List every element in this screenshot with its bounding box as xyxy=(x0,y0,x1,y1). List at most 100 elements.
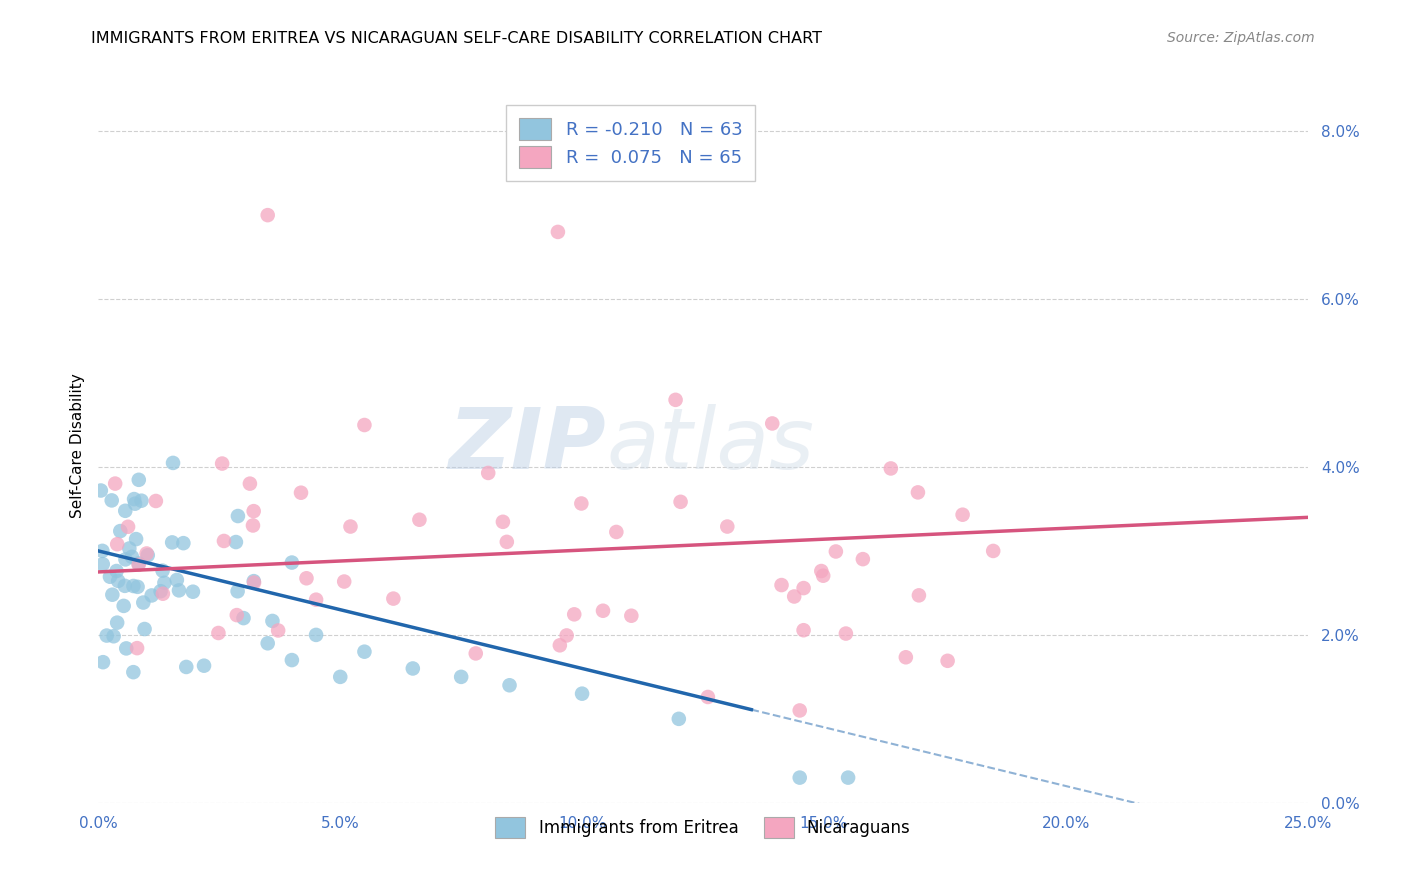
Point xyxy=(353,645,375,659)
Point xyxy=(825,544,848,558)
Point xyxy=(110,524,132,538)
Point xyxy=(105,564,128,578)
Point xyxy=(167,583,190,598)
Point xyxy=(105,615,128,630)
Point xyxy=(114,552,136,566)
Text: IMMIGRANTS FROM ERITREA VS NICARAGUAN SELF-CARE DISABILITY CORRELATION CHART: IMMIGRANTS FROM ERITREA VS NICARAGUAN SE… xyxy=(91,31,823,46)
Point xyxy=(793,624,815,638)
Point xyxy=(131,493,153,508)
Point xyxy=(555,628,578,642)
Point xyxy=(114,579,136,593)
Point xyxy=(305,628,328,642)
Point xyxy=(281,653,304,667)
Point xyxy=(789,771,811,785)
Point xyxy=(305,592,328,607)
Point xyxy=(382,591,405,606)
Point xyxy=(267,624,290,638)
Point xyxy=(132,596,155,610)
Point xyxy=(464,647,486,661)
Point xyxy=(91,557,114,571)
Point xyxy=(152,564,174,578)
Point xyxy=(492,515,515,529)
Point xyxy=(100,493,122,508)
Point xyxy=(136,548,159,562)
Point xyxy=(172,536,194,550)
Point xyxy=(810,564,832,578)
Point xyxy=(128,557,150,571)
Point xyxy=(880,461,903,475)
Point xyxy=(114,504,136,518)
Point xyxy=(242,518,264,533)
Point xyxy=(226,584,249,599)
Point xyxy=(696,690,718,704)
Point xyxy=(329,670,352,684)
Point xyxy=(98,570,121,584)
Point xyxy=(290,485,312,500)
Point xyxy=(408,513,430,527)
Point xyxy=(339,519,361,533)
Point xyxy=(134,622,156,636)
Point xyxy=(569,496,592,510)
Point xyxy=(160,535,183,549)
Point xyxy=(761,417,783,431)
Point xyxy=(166,573,188,587)
Point xyxy=(770,578,793,592)
Text: Source: ZipAtlas.com: Source: ZipAtlas.com xyxy=(1167,31,1315,45)
Point xyxy=(128,473,150,487)
Point xyxy=(226,509,249,524)
Point xyxy=(103,629,125,643)
Point xyxy=(783,590,806,604)
Point xyxy=(239,476,262,491)
Point xyxy=(281,556,304,570)
Point xyxy=(562,607,585,622)
Point xyxy=(127,580,149,594)
Point xyxy=(118,541,141,556)
Point xyxy=(122,492,145,507)
Point xyxy=(620,608,643,623)
Point xyxy=(212,533,235,548)
Point xyxy=(495,534,517,549)
Point xyxy=(835,626,858,640)
Point xyxy=(91,655,114,669)
Point xyxy=(789,703,811,717)
Point xyxy=(124,497,146,511)
Point xyxy=(498,678,520,692)
Point xyxy=(101,588,124,602)
Point xyxy=(402,661,425,675)
Point xyxy=(716,519,738,533)
Point xyxy=(117,520,139,534)
Point xyxy=(153,575,176,590)
Point xyxy=(793,581,815,595)
Text: ZIP: ZIP xyxy=(449,404,606,488)
Point xyxy=(122,579,145,593)
Y-axis label: Self-Care Disability: Self-Care Disability xyxy=(69,374,84,518)
Point xyxy=(592,604,614,618)
Point xyxy=(668,712,690,726)
Point xyxy=(837,771,859,785)
Point xyxy=(90,483,112,498)
Point xyxy=(115,641,138,656)
Point xyxy=(936,654,959,668)
Point xyxy=(105,537,128,551)
Legend: Immigrants from Eritrea, Nicaraguans: Immigrants from Eritrea, Nicaraguans xyxy=(489,811,917,845)
Point xyxy=(174,660,197,674)
Point xyxy=(262,614,284,628)
Point xyxy=(242,504,264,518)
Point xyxy=(450,670,472,684)
Point xyxy=(96,629,118,643)
Point xyxy=(242,574,264,589)
Point xyxy=(353,417,375,432)
Point xyxy=(104,476,127,491)
Point xyxy=(571,687,593,701)
Point xyxy=(112,599,135,613)
Point xyxy=(243,575,266,590)
Point xyxy=(981,544,1004,558)
Point xyxy=(207,626,229,640)
Point xyxy=(211,457,233,471)
Point xyxy=(952,508,974,522)
Point xyxy=(225,608,247,623)
Point xyxy=(141,589,163,603)
Point xyxy=(333,574,356,589)
Point xyxy=(811,568,834,582)
Point xyxy=(605,524,627,539)
